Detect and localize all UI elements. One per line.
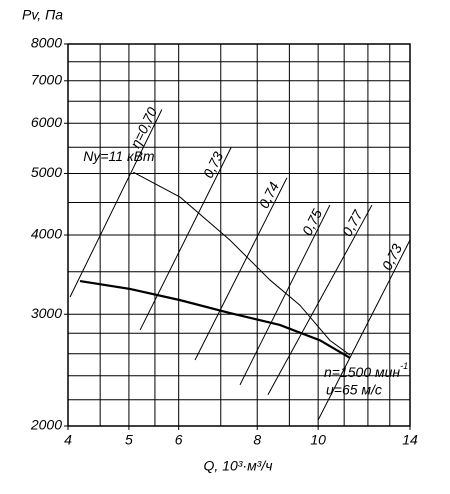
curve bbox=[133, 171, 351, 356]
y-tick-label: 6000 bbox=[31, 114, 62, 130]
x-tick-label: 14 bbox=[402, 432, 418, 448]
y-tick-label: 4000 bbox=[31, 226, 62, 242]
efficiency-line bbox=[69, 109, 163, 298]
y-tick-label: 5000 bbox=[31, 164, 62, 180]
x-axis-label: Q, 10³·м³/ч bbox=[204, 458, 273, 474]
y-tick-label: 2000 bbox=[30, 417, 62, 433]
efficiency-line bbox=[139, 147, 232, 331]
curve-label: Ny=11 кВт bbox=[83, 148, 155, 164]
x-tick-label: 4 bbox=[64, 432, 72, 448]
speed-text: n=1500 мин bbox=[324, 364, 400, 380]
y-tick-label: 8000 bbox=[31, 35, 62, 51]
efficiency-line bbox=[317, 239, 411, 421]
velocity-label: u=65 м/с bbox=[326, 382, 382, 398]
x-tick-label: 5 bbox=[125, 432, 133, 448]
efficiency-line bbox=[194, 177, 288, 361]
efficiency-line bbox=[239, 204, 331, 386]
speed-exponent: -1 bbox=[400, 361, 408, 371]
x-tick-label: 8 bbox=[253, 432, 261, 448]
y-tick-label: 3000 bbox=[31, 305, 62, 321]
x-tick-label: 6 bbox=[175, 432, 183, 448]
y-axis-label: Pv, Па bbox=[22, 7, 63, 23]
efficiency-line bbox=[267, 204, 373, 396]
speed-label: n=1500 мин-1 bbox=[324, 361, 408, 379]
y-tick-label: 7000 bbox=[31, 71, 62, 87]
curve bbox=[79, 279, 351, 359]
x-tick-label: 10 bbox=[310, 432, 326, 448]
